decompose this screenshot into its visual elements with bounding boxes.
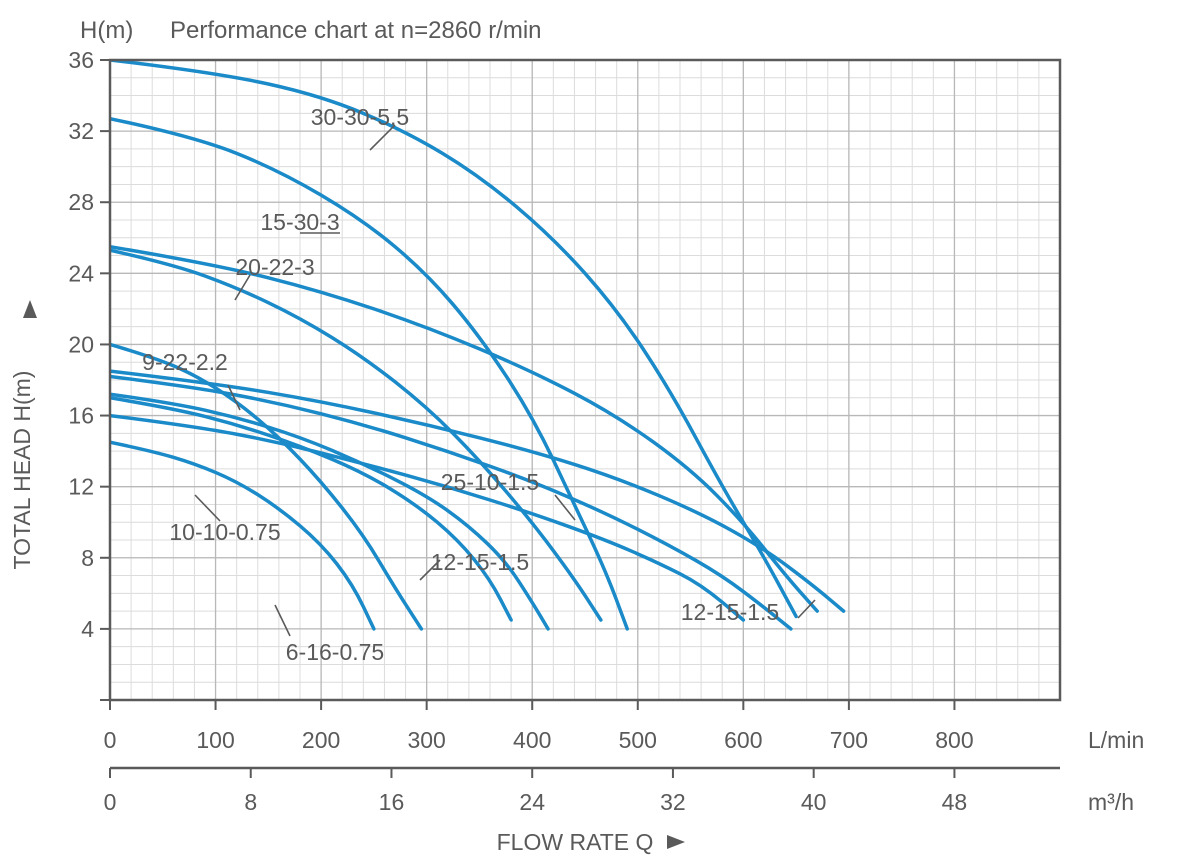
curve-label-12-15-1.5_b: 12-15-1.5 bbox=[681, 599, 779, 625]
curve-label-9-22-2.2: 9-22-2.2 bbox=[142, 349, 228, 375]
x-tick-m3h-24: 24 bbox=[519, 789, 545, 815]
curve-label-10-10-0.75: 10-10-0.75 bbox=[169, 519, 280, 545]
y-tick-28: 28 bbox=[68, 189, 94, 215]
curve-label-20-22-3: 20-22-3 bbox=[235, 254, 314, 280]
x-tick-lmin-100: 100 bbox=[196, 727, 234, 753]
curve-label-12-15-1.5: 12-15-1.5 bbox=[431, 549, 529, 575]
y-tick-24: 24 bbox=[68, 260, 94, 286]
curve-label-30-30-5.5: 30-30-5.5 bbox=[311, 104, 409, 130]
x-tick-m3h-16: 16 bbox=[379, 789, 405, 815]
title-hm: H(m) bbox=[80, 17, 133, 44]
x-tick-lmin-300: 300 bbox=[407, 727, 445, 753]
y-axis-label: TOTAL HEAD H(m) bbox=[9, 371, 35, 570]
x-tick-m3h-40: 40 bbox=[801, 789, 827, 815]
x-tick-m3h-8: 8 bbox=[244, 789, 257, 815]
y-tick-32: 32 bbox=[68, 118, 94, 144]
x-tick-lmin-400: 400 bbox=[513, 727, 551, 753]
x-tick-lmin-0: 0 bbox=[104, 727, 117, 753]
y-tick-36: 36 bbox=[68, 47, 94, 73]
chart-svg: 4812162024283236010020030040050060070080… bbox=[0, 0, 1200, 863]
x-tick-lmin-800: 800 bbox=[935, 727, 973, 753]
curve-label-6-16-0.75: 6-16-0.75 bbox=[286, 639, 384, 665]
x-tick-m3h-48: 48 bbox=[942, 789, 968, 815]
x-tick-m3h-0: 0 bbox=[104, 789, 117, 815]
y-tick-8: 8 bbox=[81, 545, 94, 571]
y-tick-4: 4 bbox=[81, 616, 94, 642]
chart-title: Performance chart at n=2860 r/min bbox=[170, 17, 542, 44]
x-unit-top: L/min bbox=[1088, 727, 1144, 753]
x-tick-lmin-700: 700 bbox=[830, 727, 868, 753]
x-unit-bottom: m³/h bbox=[1088, 789, 1134, 815]
curve-label-25-10-1.5: 25-10-1.5 bbox=[441, 469, 539, 495]
curve-label-15-30-3: 15-30-3 bbox=[260, 209, 339, 235]
x-tick-lmin-200: 200 bbox=[302, 727, 340, 753]
performance-chart: 4812162024283236010020030040050060070080… bbox=[0, 0, 1200, 863]
x-tick-m3h-32: 32 bbox=[660, 789, 686, 815]
y-tick-12: 12 bbox=[68, 474, 94, 500]
y-tick-20: 20 bbox=[68, 331, 94, 357]
x-axis-label: FLOW RATE Q bbox=[497, 829, 654, 855]
y-tick-16: 16 bbox=[68, 403, 94, 429]
x-tick-lmin-600: 600 bbox=[724, 727, 762, 753]
x-tick-lmin-500: 500 bbox=[619, 727, 657, 753]
